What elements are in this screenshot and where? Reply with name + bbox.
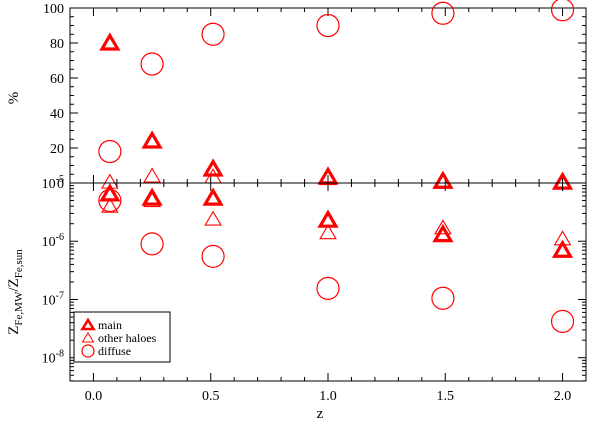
top-y-axis-label: % bbox=[6, 92, 22, 105]
data-point bbox=[316, 276, 340, 300]
data-point bbox=[434, 219, 452, 235]
data-point bbox=[101, 197, 119, 213]
top-y-tick-label: 20 bbox=[50, 142, 64, 157]
bottom-y-axis-label: ZFe,MW/ZFe,sun bbox=[6, 249, 25, 335]
data-point bbox=[140, 52, 164, 76]
legend-marker bbox=[80, 317, 96, 331]
data-point bbox=[431, 1, 455, 25]
data-point bbox=[141, 130, 163, 149]
data-point bbox=[201, 244, 225, 268]
legend-label: diffuse bbox=[98, 344, 131, 358]
bottom-y-tick-label: 10-8 bbox=[42, 349, 64, 367]
x-tick-label: 1.0 bbox=[319, 389, 337, 404]
legend-marker bbox=[81, 344, 95, 358]
top-y-tick-label: 0 bbox=[57, 177, 64, 192]
top-series-main bbox=[99, 32, 574, 190]
data-point bbox=[431, 286, 455, 310]
data-point bbox=[550, 0, 575, 22]
y-label-sub-2: Fe,sun bbox=[13, 249, 25, 279]
top-series-diffuse bbox=[98, 0, 575, 164]
data-point bbox=[553, 230, 572, 246]
data-point bbox=[319, 224, 337, 240]
bottom-y-tick-label: 10-6 bbox=[42, 232, 64, 250]
bottom-y-tick-label: 10-7 bbox=[42, 290, 64, 308]
x-axis-label: z bbox=[317, 406, 324, 422]
data-point bbox=[143, 191, 161, 208]
data-point bbox=[434, 173, 452, 189]
data-point bbox=[140, 232, 164, 256]
data-point bbox=[204, 210, 222, 226]
data-point bbox=[551, 239, 574, 258]
data-point bbox=[99, 183, 121, 202]
data-point bbox=[550, 309, 575, 334]
data-point bbox=[201, 22, 225, 46]
bottom-panel: 0.0 0.5 1.0 1.5 2.0 10-5 10-6 10-7 10-8 bbox=[42, 174, 587, 404]
legend-label: other haloes bbox=[98, 331, 157, 345]
top-y-tick-label: 60 bbox=[50, 72, 64, 87]
y-label-part-1: Z bbox=[6, 326, 22, 335]
x-tick-label: 0.5 bbox=[202, 389, 220, 404]
top-series-other-haloes bbox=[101, 167, 572, 190]
top-y-tick-label: 100 bbox=[43, 2, 64, 17]
x-tick-label: 2.0 bbox=[554, 389, 572, 404]
data-point bbox=[432, 170, 454, 189]
y-label-part-2: /Z bbox=[6, 278, 22, 291]
top-panel: 0 20 40 60 80 100 bbox=[43, 0, 587, 192]
data-point bbox=[99, 32, 121, 51]
bottom-series-main bbox=[99, 183, 574, 258]
legend-label: main bbox=[98, 318, 122, 332]
data-point bbox=[98, 139, 122, 164]
data-point bbox=[202, 158, 224, 177]
bottom-series-other-haloes bbox=[101, 191, 572, 246]
data-point bbox=[202, 187, 224, 206]
data-point bbox=[316, 13, 340, 38]
y-label-sub-1: Fe,MW bbox=[13, 291, 25, 326]
data-point bbox=[141, 187, 163, 206]
top-frame bbox=[69, 7, 587, 184]
legend-marker bbox=[81, 332, 95, 343]
data-point bbox=[143, 167, 161, 183]
bottom-series-diffuse bbox=[98, 188, 575, 334]
bottom-y-tick-label: 10-5 bbox=[42, 174, 64, 192]
top-y-tick-label: 80 bbox=[50, 37, 64, 52]
x-tick-label: 0.0 bbox=[85, 389, 103, 404]
data-point bbox=[98, 188, 122, 213]
x-tick-label: 1.5 bbox=[437, 389, 455, 404]
top-y-tick-label: 40 bbox=[50, 107, 64, 122]
